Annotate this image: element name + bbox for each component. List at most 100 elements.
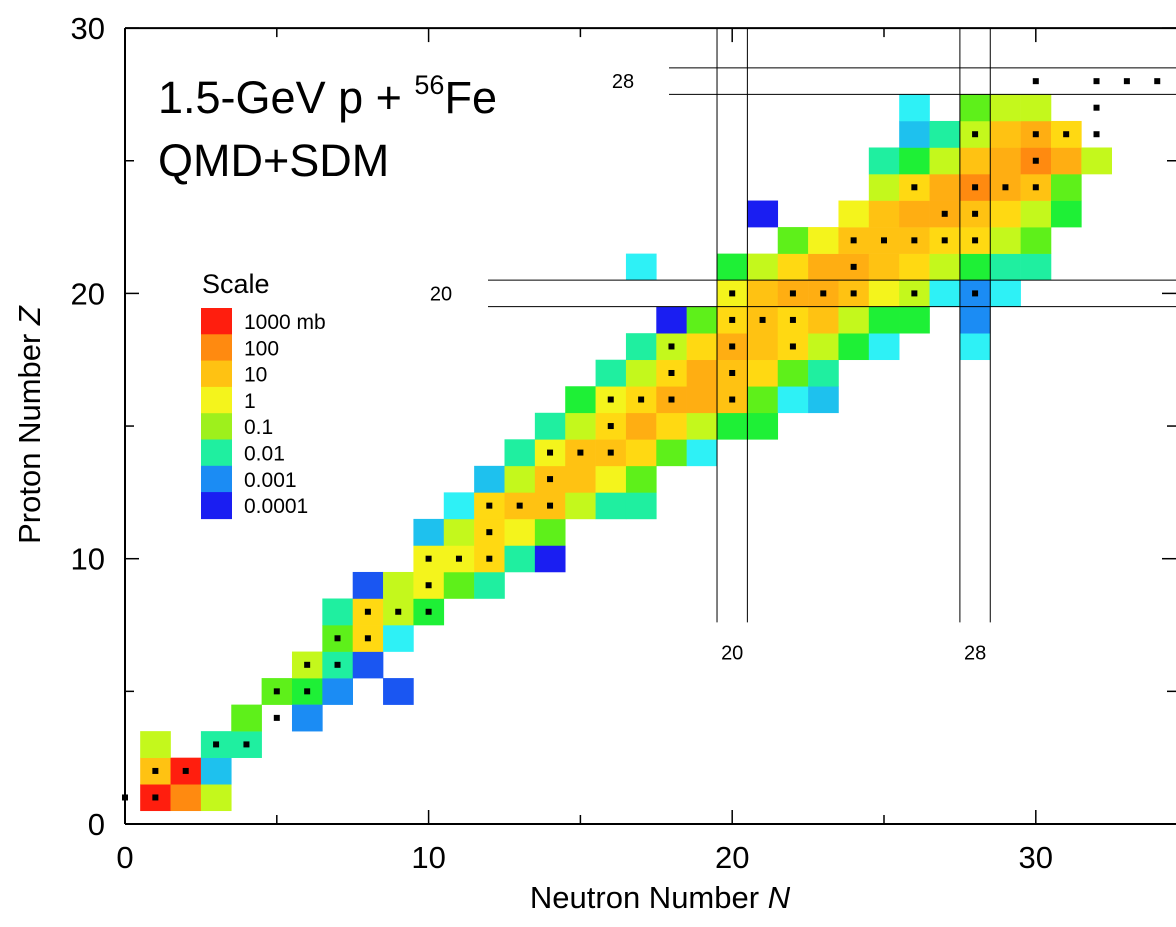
stable-marker-n28-z20 bbox=[972, 290, 979, 297]
stable-marker-n1-z2 bbox=[152, 767, 159, 774]
stable-marker-n24-z20 bbox=[850, 290, 857, 297]
nuclide-cell-n16-z12 bbox=[595, 492, 627, 520]
nuclide-cell-n13-z11 bbox=[504, 518, 536, 546]
stable-marker-n14-z14 bbox=[547, 449, 554, 456]
nuclide-cell-n26-z21 bbox=[899, 253, 930, 281]
nuclide-cell-n21-z16 bbox=[747, 386, 779, 414]
legend-label-5: 0.01 bbox=[244, 443, 285, 466]
nuclide-cell-n25-z20 bbox=[868, 280, 900, 307]
nuclide-cell-n23-z22 bbox=[808, 227, 839, 254]
legend-label-4: 0.1 bbox=[244, 416, 273, 439]
stable-marker-n28-z22 bbox=[972, 237, 979, 244]
stable-marker-n10-z9 bbox=[425, 582, 432, 589]
nuclide-cell-n30-z27 bbox=[1020, 94, 1052, 122]
nuclide-cell-n11-z9 bbox=[443, 571, 475, 599]
legend-swatch-0 bbox=[201, 308, 232, 335]
nuclide-cell-n27-z25 bbox=[929, 147, 961, 175]
nuclide-cell-n23-z19 bbox=[808, 306, 839, 334]
neutron-magic-label-20: 20 bbox=[721, 643, 743, 665]
nuclide-cell-n19-z19 bbox=[686, 306, 718, 334]
stable-marker-n24-z22 bbox=[850, 237, 857, 244]
nuclide-cell-n30-z23 bbox=[1020, 200, 1052, 228]
nuclide-cell-n26-z19 bbox=[899, 306, 930, 334]
nuclide-cell-n25-z18 bbox=[868, 333, 900, 361]
stable-marker-n8-z7 bbox=[364, 635, 371, 642]
stable-marker-n1-z1 bbox=[152, 794, 159, 801]
nuclide-cell-n2-z1 bbox=[170, 784, 202, 812]
stable-marker-n32-z28 bbox=[1093, 78, 1100, 85]
y-tick-label-20: 20 bbox=[71, 276, 105, 311]
stable-marker-n18-z17 bbox=[668, 369, 675, 376]
nuclide-cell-n25-z23 bbox=[868, 200, 900, 228]
stable-marker-n21-z19 bbox=[759, 316, 766, 323]
nuclide-cell-n26-z26 bbox=[899, 120, 930, 148]
y-tick-label-30: 30 bbox=[71, 11, 105, 46]
nuclide-cell-n27-z26 bbox=[929, 120, 961, 148]
nuclide-cell-n19-z17 bbox=[686, 359, 718, 387]
nuclide-cell-n25-z24 bbox=[868, 174, 900, 201]
nuclide-cell-n13-z13 bbox=[504, 465, 536, 493]
legend: 1000 mb 100 10 1 0.1 0.01 0.001 0.0001 bbox=[201, 308, 326, 520]
nuclide-cell-n1-z3 bbox=[140, 731, 171, 758]
nuclide-cell-n18-z19 bbox=[656, 306, 687, 334]
nuclide-cell-n31-z23 bbox=[1050, 200, 1082, 228]
stable-marker-n22-z20 bbox=[789, 290, 796, 297]
nuclide-cell-n22-z22 bbox=[777, 227, 809, 254]
nuclide-cell-n9-z9 bbox=[383, 571, 414, 599]
stable-marker-n32-z27 bbox=[1093, 104, 1100, 111]
nuclide-cell-n19-z15 bbox=[686, 412, 718, 440]
stable-marker-n7-z6 bbox=[334, 661, 341, 668]
legend-swatch-5 bbox=[201, 439, 232, 467]
nuclide-cell-n16-z17 bbox=[595, 359, 627, 387]
y-tick-label-10: 10 bbox=[71, 542, 105, 577]
legend-label-2: 10 bbox=[244, 364, 267, 387]
legend-label-7: 0.0001 bbox=[244, 495, 308, 518]
nuclide-cell-n26-z27 bbox=[899, 94, 930, 122]
nuclide-cell-n14-z10 bbox=[534, 545, 566, 573]
nuclide-cell-n21-z20 bbox=[747, 280, 779, 307]
nuclide-cell-n29-z20 bbox=[990, 280, 1021, 307]
stable-marker-n12-z10 bbox=[486, 555, 493, 562]
nuclide-cell-n29-z23 bbox=[990, 200, 1021, 228]
stable-marker-n9-z8 bbox=[395, 608, 402, 615]
stable-marker-n3-z3 bbox=[213, 741, 220, 748]
proton-magic-label-20: 20 bbox=[430, 283, 452, 305]
nuclide-cell-n24-z19 bbox=[838, 306, 870, 334]
nuclide-cell-n31-z25 bbox=[1050, 147, 1082, 175]
nuclide-cell-n15-z13 bbox=[565, 465, 596, 493]
nuclide-cell-n31-z24 bbox=[1050, 174, 1082, 201]
nuclide-cell-n6-z4 bbox=[291, 704, 323, 732]
stable-marker-n20-z17 bbox=[729, 369, 736, 376]
nuclide-cell-n22-z16 bbox=[777, 386, 809, 414]
stable-marker-n5-z4 bbox=[273, 714, 280, 721]
nuclide-cell-n8-z6 bbox=[352, 651, 384, 679]
x-tick-label-10: 10 bbox=[411, 840, 445, 875]
legend-title: Scale bbox=[202, 269, 270, 299]
stable-marker-n28-z24 bbox=[972, 184, 979, 191]
legend-swatch-2 bbox=[201, 360, 232, 388]
stable-marker-n28-z26 bbox=[972, 131, 979, 138]
cells-layer bbox=[140, 94, 1112, 812]
nuclide-cell-n3-z1 bbox=[200, 784, 232, 812]
nuclide-cell-n13-z14 bbox=[504, 439, 536, 467]
nuclide-cell-n24-z18 bbox=[838, 333, 870, 361]
legend-swatch-6 bbox=[201, 465, 232, 493]
stable-marker-n7-z7 bbox=[334, 635, 341, 642]
x-axis-title: Neutron Number N bbox=[530, 880, 791, 915]
stable-marker-n22-z19 bbox=[789, 316, 796, 323]
nuclide-cell-n18-z14 bbox=[656, 439, 687, 467]
stable-marker-n18-z16 bbox=[668, 396, 675, 403]
nuclide-cell-n19-z18 bbox=[686, 333, 718, 361]
nuclide-cell-n17-z17 bbox=[625, 359, 657, 387]
stable-marker-n30-z28 bbox=[1032, 78, 1039, 85]
nuclide-cell-n15-z12 bbox=[565, 492, 596, 520]
nuclide-cell-n30-z22 bbox=[1020, 227, 1052, 254]
legend-swatch-1 bbox=[201, 334, 232, 362]
nuclide-cell-n28-z25 bbox=[959, 147, 991, 175]
nuclide-cell-n28-z19 bbox=[959, 306, 991, 334]
neutron-magic-label-28: 28 bbox=[964, 643, 986, 665]
stable-marker-n30-z24 bbox=[1032, 184, 1039, 191]
nuclide-cell-n15-z16 bbox=[565, 386, 596, 414]
nuclide-cell-n26-z25 bbox=[899, 147, 930, 175]
